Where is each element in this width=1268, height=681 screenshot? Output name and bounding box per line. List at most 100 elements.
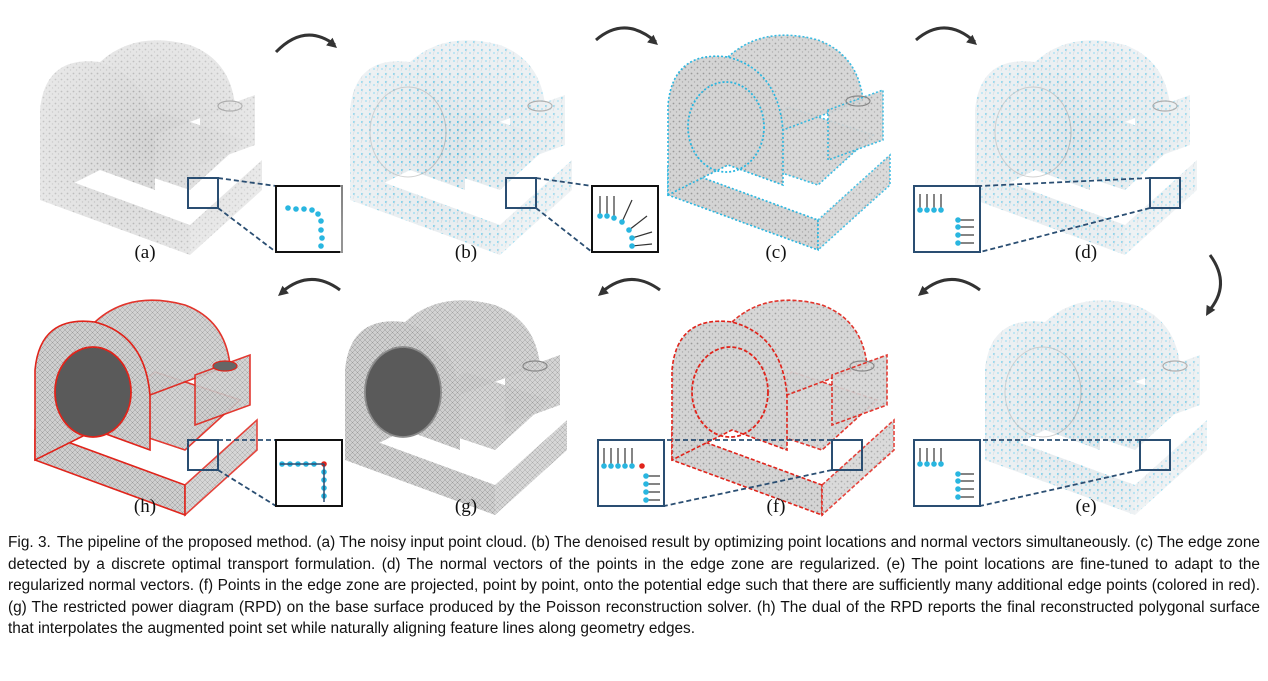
- inset-box: [913, 439, 981, 507]
- point-dot: [643, 481, 649, 487]
- zoom-connector: [979, 207, 1151, 253]
- point-dot: [955, 217, 961, 223]
- flow-arrow-f-g: [598, 278, 661, 296]
- point-dot: [318, 243, 324, 249]
- flow-arrow-e-f: [918, 278, 981, 296]
- object-arch-top: [93, 299, 231, 397]
- panel-label-c: (c): [765, 242, 787, 263]
- zoom-box: [831, 439, 863, 471]
- object-haze: [975, 285, 1220, 520]
- panel-e: [913, 285, 1220, 520]
- object-arch-top: [726, 34, 864, 132]
- panel-d: [913, 25, 1210, 265]
- point-dot: [622, 463, 628, 469]
- panel-label-b: (b): [454, 242, 478, 263]
- figure-caption: Fig. 3. The pipeline of the proposed meth…: [8, 532, 1260, 640]
- point-dot: [955, 471, 961, 477]
- object-tower: [831, 353, 888, 427]
- panel-b: [340, 25, 659, 265]
- point-dot: [318, 218, 324, 224]
- point-dot: [931, 207, 937, 213]
- point-dot: [639, 463, 645, 469]
- zoom-box: [1139, 439, 1171, 471]
- point-dot: [931, 461, 937, 467]
- point-dot: [309, 207, 315, 213]
- zoom-connector: [217, 177, 277, 187]
- point-dot: [955, 232, 961, 238]
- point-dot: [955, 224, 961, 230]
- panel-label-e: (e): [1075, 496, 1097, 517]
- inset-box: [591, 185, 659, 253]
- panel-h: [34, 299, 343, 517]
- point-dot: [597, 213, 603, 219]
- object-tower: [505, 355, 560, 425]
- point-dot: [611, 215, 617, 221]
- inset-box: [597, 439, 665, 507]
- point-dot: [629, 463, 635, 469]
- point-dot: [938, 207, 944, 213]
- flow-arrow-d-e: [1206, 254, 1222, 316]
- zoom-connector: [535, 177, 593, 187]
- zoom-connector: [535, 207, 593, 253]
- zoom-connector: [979, 177, 1151, 187]
- point-dot: [319, 235, 325, 241]
- normal-vector: [631, 231, 653, 239]
- pipeline-figure: [30, 25, 1222, 520]
- point-dot: [955, 240, 961, 246]
- point-dot: [619, 219, 625, 225]
- object-haze: [965, 25, 1210, 265]
- panel-label-h: (h): [133, 496, 157, 517]
- object-hole: [54, 346, 132, 438]
- inset-box: [913, 185, 981, 253]
- zoom-box: [187, 439, 219, 471]
- flow-arrow-g-h: [278, 278, 341, 296]
- object-tower: [827, 88, 884, 162]
- flow-arrow-b-c: [595, 26, 658, 45]
- object-base-side: [817, 153, 891, 252]
- point-dot: [604, 213, 610, 219]
- point-dot: [293, 206, 299, 212]
- panel-c: [667, 34, 891, 252]
- point-dot: [924, 207, 930, 213]
- point-dot: [955, 478, 961, 484]
- point-dot: [318, 227, 324, 233]
- normal-vector: [628, 215, 648, 231]
- point-dot: [955, 486, 961, 492]
- object-base-side: [821, 418, 895, 517]
- object-haze: [30, 25, 275, 265]
- object-tower-hole: [845, 95, 871, 107]
- object-base-side: [495, 420, 567, 515]
- normal-vector: [631, 243, 653, 247]
- point-dot: [938, 461, 944, 467]
- point-dot: [615, 463, 621, 469]
- point-dot: [629, 243, 635, 249]
- object-tower-hole: [212, 360, 238, 372]
- object-base-side: [184, 418, 258, 517]
- zoom-connector: [663, 469, 833, 507]
- object-base-front: [345, 430, 495, 515]
- zoom-box: [1149, 177, 1181, 209]
- panel-label-f: (f): [766, 496, 786, 517]
- object-hole: [364, 346, 442, 438]
- point-dot: [629, 235, 635, 241]
- point-dot: [601, 463, 607, 469]
- panel-label-g: (g): [454, 496, 478, 517]
- panel-label-d: (d): [1074, 242, 1098, 263]
- normal-vector: [621, 199, 633, 223]
- zoom-connector: [979, 469, 1141, 507]
- panel-g: [345, 300, 567, 515]
- zoom-connector: [217, 207, 277, 253]
- flow-arrow-a-b: [274, 33, 337, 54]
- object-arch-top: [730, 299, 868, 397]
- zoom-connector: [217, 469, 277, 507]
- point-dot: [917, 461, 923, 467]
- point-dot: [626, 227, 632, 233]
- point-dot: [955, 494, 961, 500]
- point-dot: [643, 489, 649, 495]
- inset-box: [275, 439, 343, 507]
- point-dot: [924, 461, 930, 467]
- object-hole: [691, 346, 769, 438]
- object-tower-hole: [849, 360, 875, 372]
- object-tower-hole: [522, 360, 548, 372]
- point-dot: [917, 207, 923, 213]
